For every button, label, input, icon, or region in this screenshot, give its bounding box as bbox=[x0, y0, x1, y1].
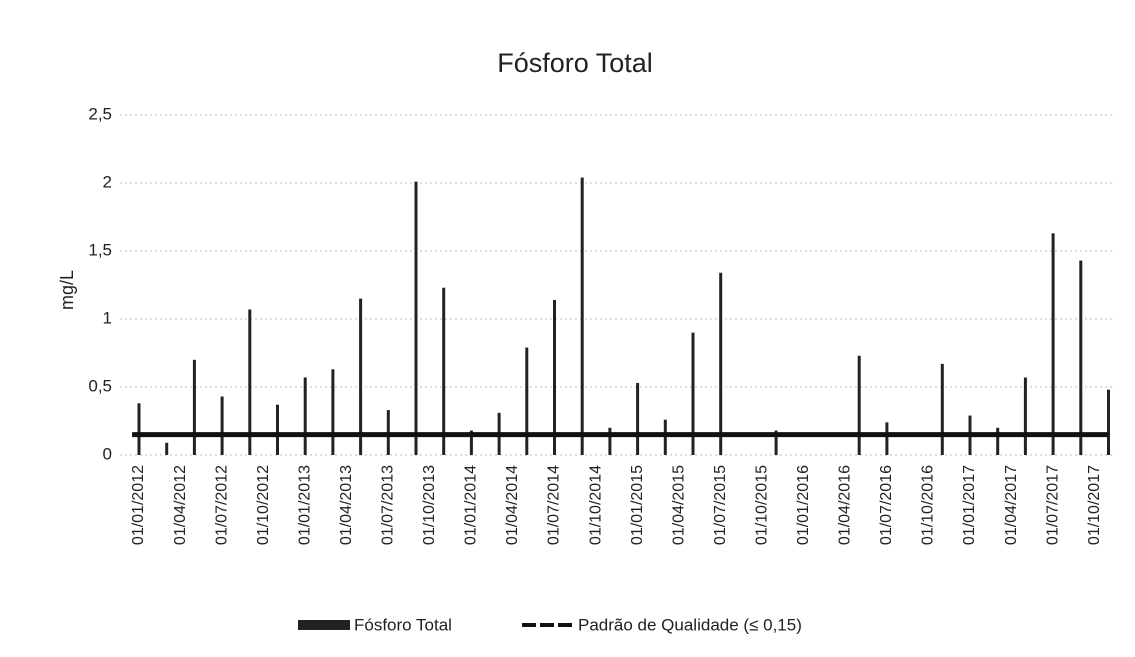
bar bbox=[192, 359, 196, 455]
x-tick-label: 01/01/2013 bbox=[296, 465, 313, 545]
bar bbox=[553, 299, 556, 455]
y-tick-label: 0 bbox=[103, 444, 112, 463]
bar bbox=[469, 430, 473, 455]
x-tick-label: 01/10/2017 bbox=[1086, 465, 1103, 545]
x-tick-label: 01/10/2016 bbox=[920, 465, 937, 545]
bar bbox=[663, 419, 667, 455]
bar bbox=[996, 427, 1000, 455]
bar bbox=[220, 396, 224, 455]
bar bbox=[1051, 233, 1055, 455]
bar bbox=[608, 427, 612, 455]
x-tick-label: 01/04/2017 bbox=[1003, 465, 1020, 545]
bar bbox=[774, 430, 778, 455]
y-tick-label: 2,5 bbox=[88, 104, 112, 123]
y-axis-label: mg/L bbox=[57, 270, 77, 310]
bar bbox=[691, 332, 695, 455]
x-tick-label: 01/10/2012 bbox=[255, 465, 272, 545]
x-tick-label: 01/07/2017 bbox=[1044, 465, 1061, 545]
bar bbox=[1079, 260, 1083, 455]
bar bbox=[885, 422, 889, 455]
x-tick-label: 01/04/2012 bbox=[172, 465, 189, 545]
bar bbox=[525, 347, 529, 455]
x-tick-label: 01/07/2013 bbox=[380, 465, 397, 545]
bar bbox=[359, 298, 363, 455]
x-tick-label: 01/01/2014 bbox=[463, 465, 480, 545]
y-tick-label: 0,5 bbox=[88, 376, 112, 395]
legend-label: Fósforo Total bbox=[354, 615, 452, 634]
bar bbox=[137, 403, 141, 455]
bar bbox=[636, 382, 640, 455]
bar bbox=[580, 177, 584, 455]
bar bbox=[857, 355, 861, 455]
bar bbox=[1107, 389, 1110, 455]
bar bbox=[1023, 377, 1027, 455]
x-tick-label: 01/07/2016 bbox=[878, 465, 895, 545]
y-tick-label: 1 bbox=[103, 308, 112, 327]
x-tick-label: 01/10/2014 bbox=[587, 465, 604, 545]
x-tick-label: 01/04/2014 bbox=[504, 465, 521, 545]
x-tick-label: 01/10/2013 bbox=[421, 465, 438, 545]
y-tick-label: 2 bbox=[103, 172, 112, 191]
x-tick-label: 01/07/2012 bbox=[213, 465, 230, 545]
x-tick-label: 01/04/2015 bbox=[670, 465, 687, 545]
bar bbox=[719, 272, 723, 455]
chart-title: Fósforo Total bbox=[497, 48, 653, 78]
bar bbox=[248, 309, 252, 455]
x-tick-label: 01/01/2012 bbox=[130, 465, 147, 545]
x-tick-label: 01/07/2015 bbox=[712, 465, 729, 545]
bar bbox=[331, 369, 335, 455]
x-tick-label: 01/10/2015 bbox=[753, 465, 770, 545]
bar bbox=[940, 363, 944, 455]
x-tick-label: 01/04/2013 bbox=[338, 465, 355, 545]
legend-swatch bbox=[298, 620, 350, 630]
bar bbox=[165, 442, 169, 455]
bar bbox=[276, 404, 279, 455]
bar bbox=[414, 181, 418, 455]
x-tick-label: 01/01/2017 bbox=[961, 465, 978, 545]
bar bbox=[442, 287, 446, 455]
x-tick-label: 01/04/2016 bbox=[837, 465, 854, 545]
y-tick-label: 1,5 bbox=[88, 240, 112, 259]
bar bbox=[303, 377, 307, 455]
legend-label: Padrão de Qualidade (≤ 0,15) bbox=[578, 615, 802, 634]
x-tick-label: 01/01/2016 bbox=[795, 465, 812, 545]
x-tick-label: 01/01/2015 bbox=[629, 465, 646, 545]
x-tick-label: 01/07/2014 bbox=[546, 465, 563, 545]
